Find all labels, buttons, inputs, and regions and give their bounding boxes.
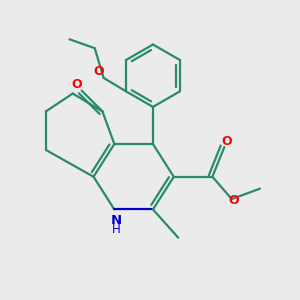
- Text: N: N: [110, 214, 122, 227]
- Text: O: O: [221, 135, 232, 148]
- Text: O: O: [93, 65, 104, 78]
- Text: O: O: [229, 194, 239, 207]
- Text: H: H: [111, 223, 120, 236]
- Text: O: O: [72, 78, 83, 91]
